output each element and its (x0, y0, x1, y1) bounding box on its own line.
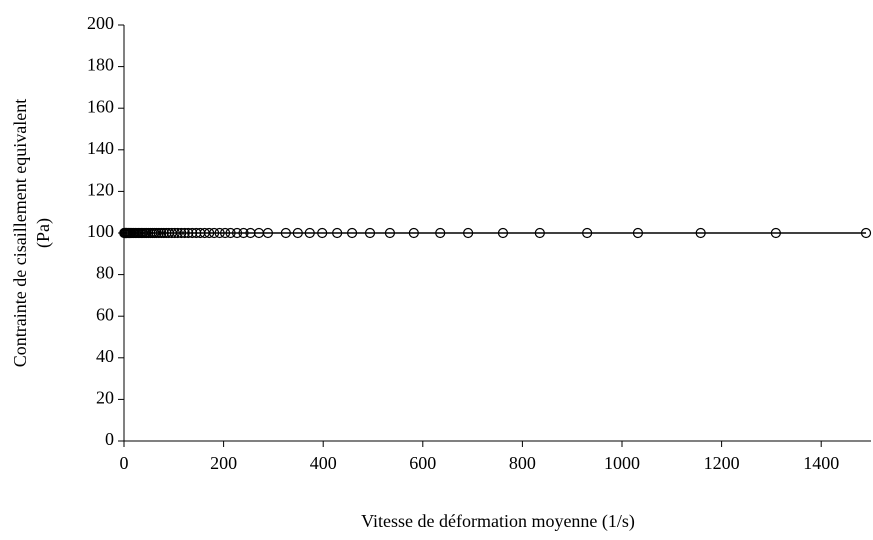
point (860, 227, 872, 239)
point (151, 227, 162, 239)
point (156, 227, 167, 239)
point (209, 227, 220, 239)
y-tick-label: 20 (96, 388, 114, 408)
y-tick-label: 0 (105, 429, 114, 449)
point (172, 227, 183, 239)
point (408, 227, 419, 239)
y-tick-label: 120 (87, 180, 114, 200)
y-tick-label: 180 (87, 55, 114, 75)
point (158, 227, 169, 239)
point (364, 227, 376, 239)
point (463, 227, 474, 239)
point (497, 227, 509, 239)
point (153, 227, 164, 239)
point (435, 227, 446, 239)
point (292, 227, 303, 239)
point (238, 227, 249, 239)
point (231, 227, 243, 239)
point (219, 227, 231, 239)
x-tick-label: 1400 (803, 453, 839, 473)
point (384, 227, 396, 239)
point (204, 227, 215, 239)
x-tick-label: 400 (310, 453, 337, 473)
x-tick-label: 800 (509, 453, 536, 473)
point (770, 227, 781, 239)
point (169, 227, 180, 239)
point (695, 227, 706, 239)
point (187, 227, 198, 239)
point (317, 227, 328, 239)
y-axis-title: Contrainte de cisaillement equivalent (10, 99, 30, 367)
point (632, 227, 644, 239)
x-tick-label: 0 (120, 453, 129, 473)
x-tick-label: 1000 (604, 453, 640, 473)
point (183, 227, 194, 239)
y-tick-label: 140 (87, 138, 114, 158)
y-tick-label: 160 (87, 96, 114, 116)
point (582, 227, 593, 239)
point (332, 227, 343, 239)
point (534, 227, 545, 239)
point (346, 227, 358, 239)
point (262, 227, 274, 239)
y-tick-label: 200 (87, 13, 114, 33)
point (179, 227, 190, 239)
x-tick-label: 1200 (704, 453, 740, 473)
x-axis-title: Vitesse de déformation moyenne (1/s) (361, 511, 635, 532)
y-tick-label: 100 (87, 221, 114, 241)
x-tick-label: 200 (210, 453, 237, 473)
point (280, 227, 291, 239)
y-tick-label: 40 (96, 346, 114, 366)
x-tick-label: 600 (409, 453, 436, 473)
point (225, 227, 236, 239)
point (304, 227, 315, 239)
y-tick-label: 60 (96, 304, 114, 324)
point (176, 227, 187, 239)
y-axis-title: (Pa) (33, 218, 54, 248)
y-tick-label: 80 (96, 263, 114, 283)
point (214, 227, 225, 239)
